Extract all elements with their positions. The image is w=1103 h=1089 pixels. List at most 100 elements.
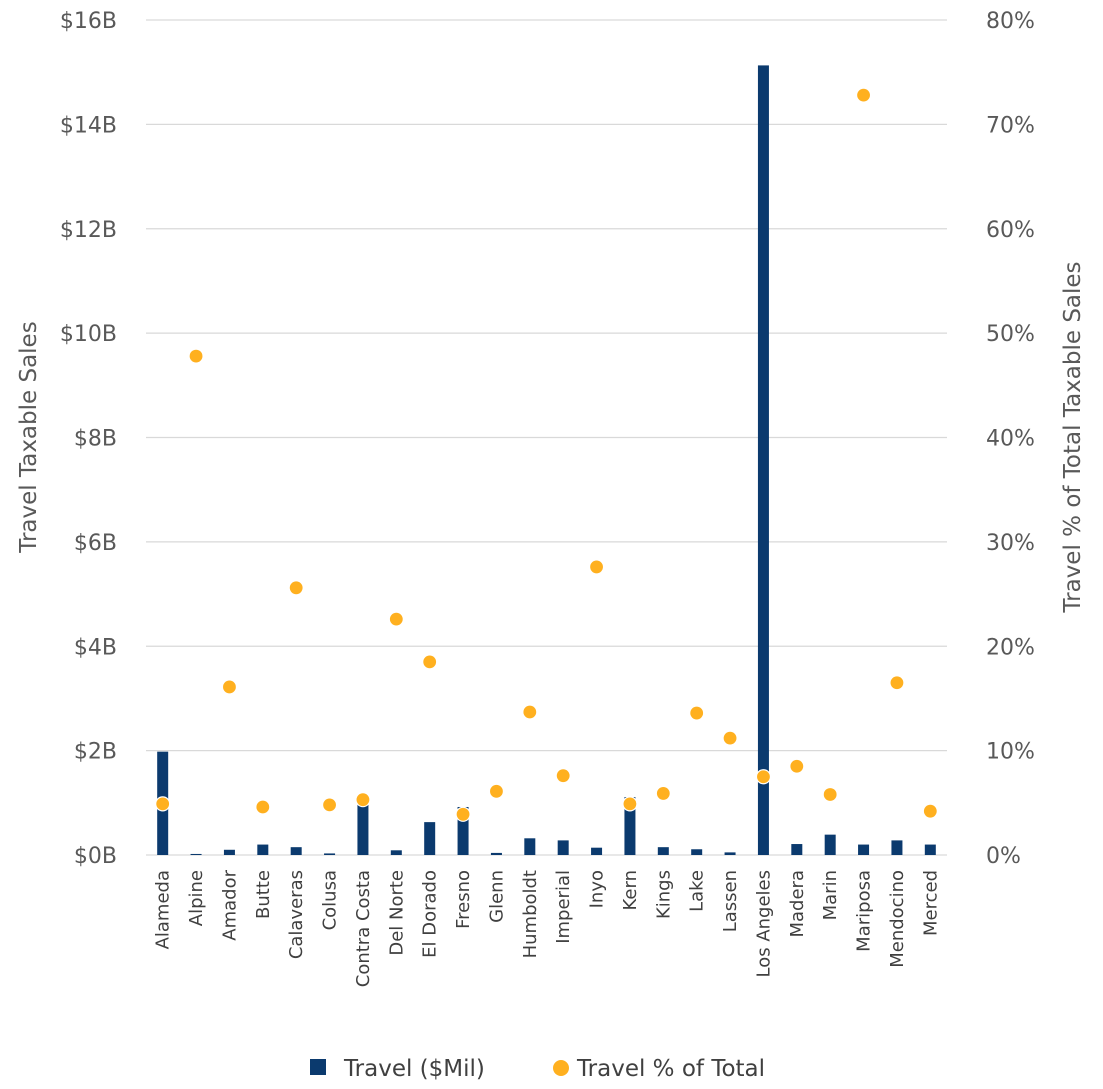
left-tick-label: $12B <box>60 218 117 243</box>
bar <box>490 852 502 855</box>
category-label: Fresno <box>453 870 474 929</box>
legend-swatch-travel-mil <box>310 1059 326 1075</box>
category-label: Lassen <box>720 870 741 932</box>
right-tick-label: 30% <box>986 531 1035 556</box>
category-label: Alameda <box>153 870 174 949</box>
category-label: Alpine <box>186 870 207 926</box>
left-tick-label: $16B <box>60 9 117 34</box>
category-label: Inyo <box>587 870 608 908</box>
bar <box>891 840 903 855</box>
category-label: Amador <box>219 869 240 940</box>
bar <box>457 806 469 855</box>
bar-series <box>157 65 936 855</box>
bar <box>524 838 536 855</box>
category-label: Mariposa <box>854 870 875 952</box>
point <box>388 611 404 627</box>
category-label: Madera <box>787 870 808 938</box>
legend-swatch-travel-pct <box>553 1060 569 1076</box>
category-label: Del Norte <box>386 870 407 956</box>
right-tick-label: 40% <box>986 427 1035 452</box>
bar <box>757 65 769 855</box>
point <box>155 796 171 812</box>
point <box>288 580 304 596</box>
bar <box>691 849 703 855</box>
category-label: Calaveras <box>286 870 307 959</box>
right-axis-ticks: 0% 10% 20% 30% 40% 50% 60% 70% 80% <box>986 9 1035 869</box>
point <box>188 348 204 364</box>
point <box>355 792 371 808</box>
left-tick-label: $4B <box>74 635 117 660</box>
point <box>789 758 805 774</box>
point <box>221 679 238 695</box>
right-tick-label: 80% <box>986 9 1035 34</box>
bar <box>257 844 269 855</box>
bar <box>557 840 569 855</box>
point <box>689 705 705 721</box>
bar <box>357 801 369 855</box>
bar <box>724 852 736 855</box>
gridlines <box>146 19 947 856</box>
right-axis-title: Travel % of Total Taxable Sales <box>1060 261 1086 613</box>
category-label: Los Angeles <box>753 870 774 978</box>
bar <box>390 850 402 855</box>
category-label: Humboldt <box>520 870 541 958</box>
bar <box>824 834 836 855</box>
bar <box>624 797 636 855</box>
right-tick-label: 10% <box>986 740 1035 765</box>
point <box>555 768 571 784</box>
point <box>321 797 338 813</box>
left-axis-title: Travel Taxable Sales <box>16 321 42 553</box>
category-label: Colusa <box>320 870 341 930</box>
left-tick-label: $14B <box>60 113 117 138</box>
bar <box>324 853 336 855</box>
bar <box>657 847 669 855</box>
category-label: Glenn <box>486 870 507 923</box>
point <box>588 559 605 575</box>
point <box>755 769 772 785</box>
bar <box>290 847 302 855</box>
category-label: Merced <box>920 870 941 936</box>
point <box>488 783 505 799</box>
bar <box>791 844 803 855</box>
left-tick-label: $2B <box>74 740 117 765</box>
bar <box>858 844 870 855</box>
left-tick-label: $0B <box>74 844 117 869</box>
bar <box>190 853 202 855</box>
category-label: Marin <box>820 870 841 920</box>
category-label: Butte <box>253 870 274 919</box>
point <box>522 704 538 720</box>
category-label: Imperial <box>553 870 574 944</box>
bar <box>223 849 235 855</box>
left-tick-label: $8B <box>74 427 117 452</box>
left-tick-label: $10B <box>60 322 117 347</box>
category-label: Kern <box>620 870 641 910</box>
legend-label-travel-pct: Travel % of Total <box>576 1056 765 1082</box>
bar <box>591 847 603 855</box>
point <box>855 87 872 103</box>
bar <box>924 844 936 855</box>
category-label: Mendocino <box>887 870 908 968</box>
category-label: El Dorado <box>420 870 441 958</box>
point <box>622 796 638 812</box>
point-series <box>155 87 938 822</box>
right-tick-label: 50% <box>986 322 1035 347</box>
legend: Travel ($Mil) Travel % of Total <box>310 1056 765 1082</box>
category-label: Kings <box>653 870 674 919</box>
point <box>822 786 838 803</box>
left-tick-label: $6B <box>74 531 117 556</box>
right-tick-label: 0% <box>986 844 1021 869</box>
point <box>655 785 671 802</box>
point <box>722 730 738 746</box>
legend-label-travel-mil: Travel ($Mil) <box>343 1056 485 1082</box>
category-label: Contra Costa <box>353 870 374 987</box>
point <box>889 675 905 691</box>
right-tick-label: 70% <box>986 113 1035 138</box>
category-labels: Alameda Alpine Amador Butte Calaveras Colusa C… <box>153 869 942 987</box>
category-label: Lake <box>687 870 708 912</box>
point <box>422 654 438 670</box>
right-tick-label: 20% <box>986 635 1035 660</box>
bar <box>424 822 436 855</box>
right-tick-label: 60% <box>986 218 1035 243</box>
